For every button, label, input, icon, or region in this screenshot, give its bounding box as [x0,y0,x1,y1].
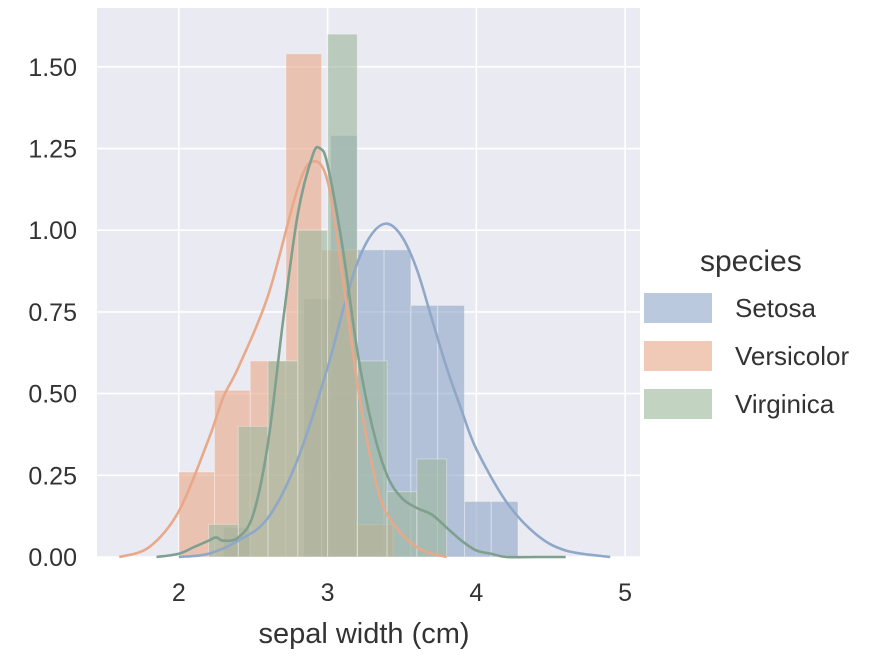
kde-line-versicolor [118,160,448,559]
legend-label-virginica: Virginica [735,389,835,419]
y-tick-label: 0.75 [28,299,77,327]
x-axis-label: sepal width (cm) [258,618,469,650]
legend-swatch-versicolor [644,341,712,371]
bar-virginica [386,491,418,558]
tick-labels: 2 3 4 5 0.00 0.25 0.50 0.75 1.00 1.25 1.50 [28,54,632,607]
bar-setosa [490,500,519,558]
y-tick-label: 1.25 [28,136,77,164]
x-tick-label: 4 [469,579,483,607]
bar-virginica [237,425,269,558]
bar-virginica [327,33,358,558]
bar-virginica [297,229,329,558]
x-tick-label: 3 [321,579,335,607]
legend-swatch-virginica [644,389,712,419]
x-tick-label: 2 [172,579,186,607]
legend-label-setosa: Setosa [735,293,816,323]
legend: species Setosa Versicolor Virginica [644,245,849,419]
y-tick-label: 1.00 [28,217,77,245]
kde-curves [118,145,611,559]
kde-line-setosa [178,222,611,559]
y-tick-label: 0.50 [28,381,77,409]
y-tick-label: 0.25 [28,462,77,490]
x-tick-label: 5 [618,579,632,607]
bar-virginica [416,458,448,558]
bar-versicolor [178,471,216,558]
y-tick-label: 1.50 [28,54,77,82]
bar-virginica [356,360,388,558]
legend-label-versicolor: Versicolor [735,341,849,371]
legend-title: species [700,245,802,278]
y-tick-label: 0.00 [28,544,77,572]
kde-line-virginica [156,145,566,559]
bar-virginica [267,360,299,558]
legend-swatch-setosa [644,293,712,323]
bar-setosa [463,500,492,558]
